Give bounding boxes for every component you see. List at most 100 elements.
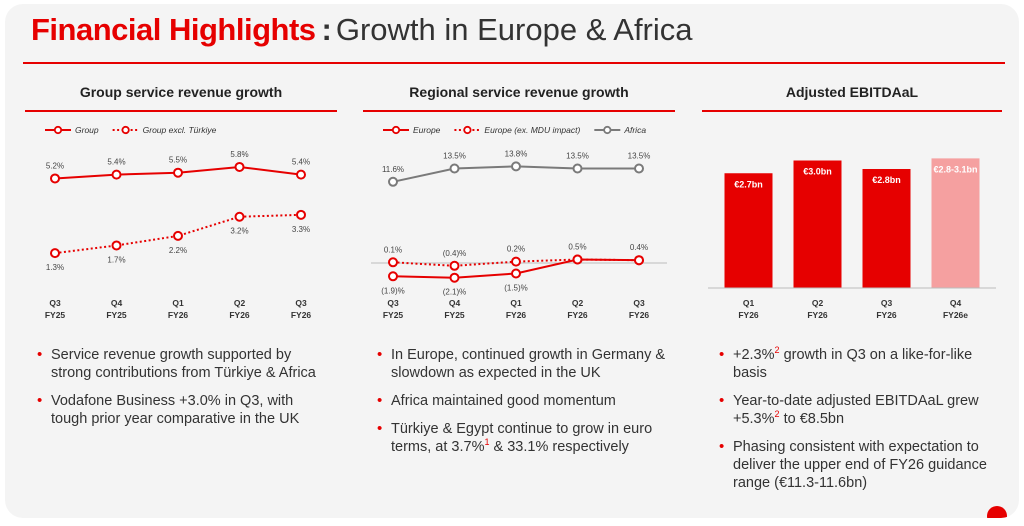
bar-value-label: €2.7bn bbox=[734, 179, 763, 189]
ebitda-chart-title: Adjusted EBITDAaL bbox=[702, 84, 1002, 112]
x-tick-label: Q4 bbox=[449, 298, 461, 308]
bullet-text: Türkiye & Egypt continue to grow in euro… bbox=[391, 421, 653, 455]
x-tick-label: FY25 bbox=[106, 310, 127, 320]
bullet-text: Year-to-date adjusted EBITDAaL grew +5.3… bbox=[733, 393, 979, 427]
data-point-group bbox=[50, 173, 60, 184]
bullet-right-3: Phasing consistent with expectation to d… bbox=[717, 438, 1007, 492]
x-tick-label: Q3 bbox=[387, 298, 399, 308]
data-label: 5.4% bbox=[107, 158, 125, 167]
brand-mark-icon bbox=[987, 506, 1007, 518]
bar bbox=[862, 169, 911, 288]
data-label: 0.1% bbox=[384, 245, 402, 254]
data-point-europe-ex-mdu-impact bbox=[388, 257, 398, 268]
x-tick-label: FY26 bbox=[629, 310, 650, 320]
data-label: 13.5% bbox=[628, 152, 651, 161]
data-point-europe bbox=[572, 254, 583, 265]
bullet-text: +2.3% bbox=[733, 347, 775, 363]
data-point-europe bbox=[388, 271, 398, 282]
data-point-europe-ex-mdu-impact bbox=[511, 256, 521, 267]
legend-marker bbox=[603, 125, 612, 135]
data-label: (0.4)% bbox=[443, 249, 467, 258]
right-bullets: +2.3%2 growth in Q3 on a like-for-like b… bbox=[717, 346, 1007, 502]
data-point-group bbox=[173, 167, 183, 178]
regional-chart-title: Regional service revenue growth bbox=[363, 84, 675, 112]
footnote-ref: 2 bbox=[774, 345, 780, 356]
data-label: 5.8% bbox=[230, 150, 248, 159]
x-tick-label: Q1 bbox=[743, 298, 755, 308]
x-tick-label: Q3 bbox=[633, 298, 645, 308]
title-separator: : bbox=[321, 12, 332, 47]
data-point-europe bbox=[511, 268, 521, 279]
title-highlight: Financial Highlights bbox=[31, 12, 316, 47]
x-tick-label: Q3 bbox=[49, 298, 61, 308]
data-label: (1.5)% bbox=[504, 284, 528, 293]
x-tick-label: Q1 bbox=[172, 298, 184, 308]
x-tick-label: FY26 bbox=[738, 310, 759, 320]
x-tick-label: FY26 bbox=[876, 310, 897, 320]
legend-marker bbox=[463, 125, 472, 135]
ebitda-bar-chart: €2.7bn €3.0bn €2.8bn €2.8-3.1bn Q1 FY26 Q2 FY26… bbox=[708, 158, 996, 320]
data-point-africa bbox=[511, 161, 521, 172]
series-line-group-excl-t-rkiye bbox=[54, 213, 302, 255]
bullet-text: growth in Q3 on a like-for-like basis bbox=[733, 347, 973, 381]
group-chart-title: Group service revenue growth bbox=[25, 84, 337, 112]
legend-label: Group excl. Türkiye bbox=[143, 125, 217, 135]
bullet-middle-3: Türkiye & Egypt continue to grow in euro… bbox=[375, 420, 675, 456]
x-tick-label: FY26 bbox=[229, 310, 250, 320]
data-label: 0.5% bbox=[568, 243, 586, 252]
bar bbox=[793, 160, 842, 288]
bullet-right-1: +2.3%2 growth in Q3 on a like-for-like b… bbox=[717, 346, 1007, 382]
data-point-group bbox=[111, 169, 122, 180]
x-tick-label: FY25 bbox=[383, 310, 404, 320]
data-label: 3.2% bbox=[230, 227, 248, 236]
x-tick-label: FY26 bbox=[807, 310, 828, 320]
data-point-group-excl-t-rkiye bbox=[234, 211, 245, 222]
title-subtitle: Growth in Europe & Africa bbox=[335, 12, 693, 47]
data-point-africa bbox=[388, 176, 398, 187]
data-label: (1.9)% bbox=[381, 286, 405, 295]
bullet-left-2: Vodafone Business +3.0% in Q3, with toug… bbox=[35, 392, 325, 428]
legend-marker bbox=[121, 125, 130, 135]
title-divider bbox=[23, 62, 1005, 64]
data-label: 13.5% bbox=[443, 152, 466, 161]
footnote-ref: 1 bbox=[484, 437, 490, 448]
data-label: 5.2% bbox=[46, 161, 64, 170]
data-point-africa bbox=[572, 163, 583, 174]
legend-label: Group bbox=[75, 125, 99, 135]
x-tick-label: FY26 bbox=[567, 310, 588, 320]
legend-label: Africa bbox=[623, 125, 646, 135]
x-tick-label: Q4 bbox=[950, 298, 962, 308]
group-growth-chart: Group Group excl. Türkiye 5.2% 5.4% 5.5% 5.8%… bbox=[45, 125, 312, 320]
data-label: 5.4% bbox=[292, 158, 310, 167]
data-point-africa bbox=[449, 163, 460, 174]
bullet-middle-1: In Europe, continued growth in Germany &… bbox=[375, 346, 675, 382]
bar-estimate bbox=[931, 158, 980, 288]
middle-bullets: In Europe, continued growth in Germany &… bbox=[375, 346, 675, 466]
data-label: 13.8% bbox=[505, 149, 528, 158]
x-tick-label: FY25 bbox=[444, 310, 465, 320]
data-point-group bbox=[234, 161, 245, 172]
x-tick-label: FY26 bbox=[506, 310, 527, 320]
x-tick-label: Q1 bbox=[510, 298, 522, 308]
data-label: 3.3% bbox=[292, 225, 310, 234]
x-tick-label: Q3 bbox=[295, 298, 307, 308]
data-point-europe bbox=[634, 255, 644, 266]
x-tick-label: FY26 bbox=[168, 310, 189, 320]
data-point-group-excl-t-rkiye bbox=[111, 240, 122, 251]
data-label: 13.5% bbox=[566, 152, 589, 161]
bullet-left-1: Service revenue growth supported by stro… bbox=[35, 346, 325, 382]
bullet-text: to €8.5bn bbox=[779, 411, 845, 427]
slide: Financial Highlights: Growth in Europe & … bbox=[5, 4, 1019, 518]
bar-value-label: €2.8bn bbox=[872, 175, 901, 185]
legend-label: Europe bbox=[413, 125, 441, 135]
bullet-right-2: Year-to-date adjusted EBITDAaL grew +5.3… bbox=[717, 392, 1007, 428]
bar-value-label: €2.8-3.1bn bbox=[933, 164, 977, 174]
x-tick-label: Q2 bbox=[572, 298, 584, 308]
page-title: Financial Highlights: Growth in Europe & … bbox=[31, 12, 693, 48]
legend-marker bbox=[391, 125, 401, 135]
data-point-africa bbox=[634, 163, 644, 174]
data-label: (2.1)% bbox=[443, 288, 467, 297]
data-label: 1.3% bbox=[46, 263, 64, 272]
bullet-middle-2: Africa maintained good momentum bbox=[375, 392, 675, 410]
data-label: 11.6% bbox=[382, 165, 404, 174]
